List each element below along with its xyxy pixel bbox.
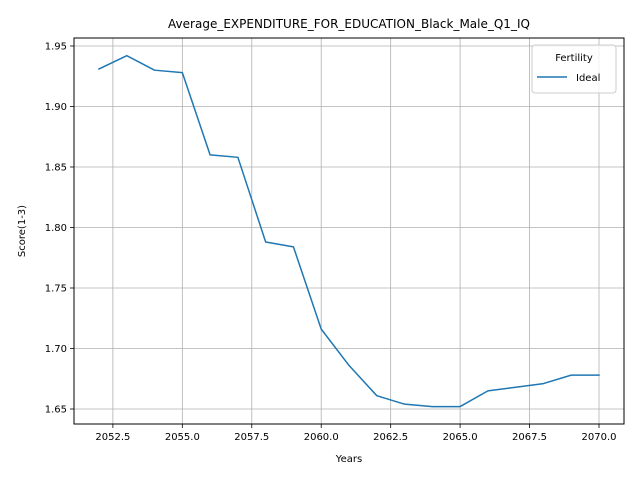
x-tick-label: 2052.5 <box>95 432 130 443</box>
y-tick-label: 1.70 <box>45 344 67 355</box>
y-tick-label: 1.95 <box>45 41 67 52</box>
y-tick-label: 1.75 <box>45 283 67 294</box>
series-line <box>97 54 600 408</box>
legend-title: Fertility <box>555 53 593 64</box>
y-axis-label: Score(1-3) <box>17 205 28 257</box>
x-axis-label: Years <box>335 454 362 465</box>
x-tick-label: 2055.0 <box>165 432 200 443</box>
legend-label: Ideal <box>576 73 600 84</box>
grid <box>74 38 624 424</box>
chart-title: Average_EXPENDITURE_FOR_EDUCATION_Black_… <box>168 17 530 31</box>
y-tick-label: 1.90 <box>45 102 67 113</box>
x-tick-label: 2062.5 <box>373 432 408 443</box>
legend: Fertility Ideal <box>531 44 617 94</box>
x-tick-label: 2070.0 <box>582 432 617 443</box>
x-tick-label: 2067.5 <box>512 432 547 443</box>
series-layer <box>97 54 600 408</box>
x-tick-label: 2057.5 <box>234 432 269 443</box>
x-axis-ticks: 2052.5 2055.0 2057.5 2060.0 2062.5 2065.0 2067… <box>95 424 617 443</box>
x-tick-label: 2060.0 <box>304 432 339 443</box>
y-axis-ticks: 1.65 1.70 1.75 1.80 1.85 1.90 1.95 <box>45 41 74 415</box>
y-tick-label: 1.80 <box>45 223 67 234</box>
plot-area: 2052.5 2055.0 2057.5 2060.0 2062.5 2065.0 2067… <box>45 37 625 443</box>
x-tick-label: 2065.0 <box>443 432 478 443</box>
legend-box <box>531 44 617 94</box>
y-tick-label: 1.85 <box>45 162 67 173</box>
plot-frame <box>73 37 625 425</box>
y-tick-label: 1.65 <box>45 404 67 415</box>
